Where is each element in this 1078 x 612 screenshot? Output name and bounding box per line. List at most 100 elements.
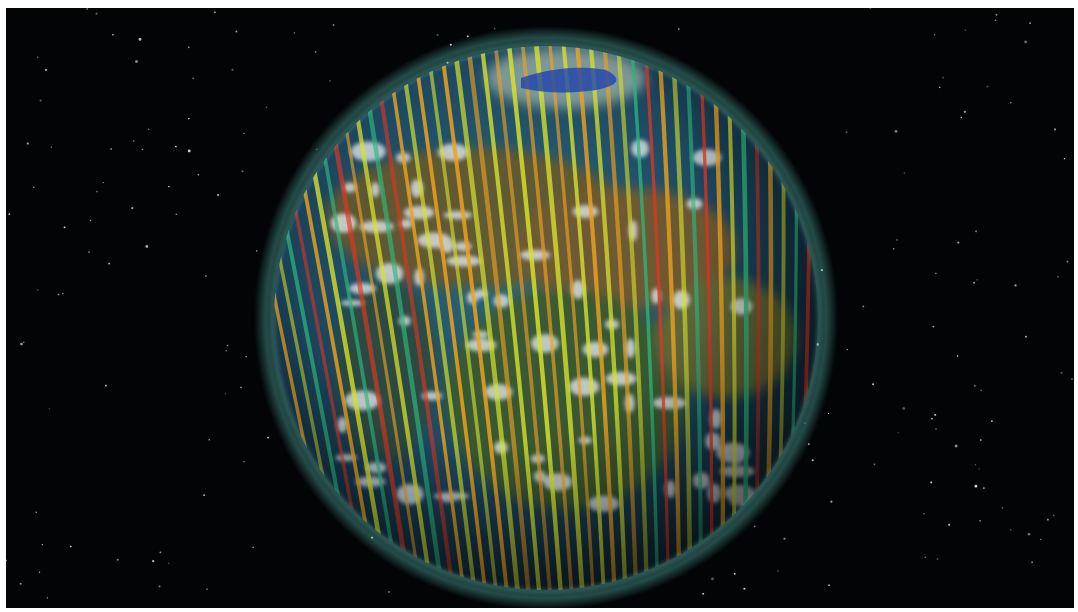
star bbox=[168, 185, 170, 188]
star bbox=[44, 68, 48, 71]
star bbox=[733, 572, 736, 575]
star bbox=[175, 145, 177, 148]
star bbox=[982, 487, 985, 490]
star bbox=[924, 556, 926, 558]
star bbox=[1001, 506, 1004, 509]
star bbox=[168, 562, 170, 564]
star bbox=[753, 525, 756, 528]
star bbox=[994, 19, 997, 22]
star bbox=[39, 99, 42, 102]
star bbox=[846, 348, 848, 351]
star bbox=[903, 172, 906, 174]
star bbox=[265, 106, 268, 109]
star bbox=[88, 251, 90, 253]
star bbox=[208, 439, 210, 441]
star bbox=[22, 341, 25, 344]
star bbox=[241, 170, 244, 173]
globe-rim bbox=[271, 43, 821, 593]
globe-scene bbox=[6, 8, 1073, 608]
star bbox=[1010, 101, 1012, 104]
star bbox=[48, 408, 51, 410]
star bbox=[827, 412, 830, 415]
star bbox=[6, 559, 7, 562]
star bbox=[873, 463, 876, 466]
star bbox=[252, 546, 254, 549]
star bbox=[702, 592, 705, 595]
star bbox=[138, 37, 142, 41]
star bbox=[902, 407, 906, 410]
star bbox=[1024, 40, 1028, 44]
star bbox=[255, 250, 258, 252]
star bbox=[267, 436, 270, 439]
star bbox=[979, 520, 981, 522]
star bbox=[86, 8, 88, 10]
star bbox=[245, 355, 247, 358]
star bbox=[116, 558, 119, 561]
star bbox=[930, 481, 933, 484]
star bbox=[1052, 514, 1055, 517]
star bbox=[197, 173, 200, 176]
star bbox=[8, 213, 11, 216]
star bbox=[110, 148, 112, 150]
earth-globe bbox=[274, 46, 818, 590]
star bbox=[1027, 532, 1031, 536]
star bbox=[1031, 561, 1033, 564]
star bbox=[26, 142, 29, 145]
star bbox=[145, 245, 149, 248]
star bbox=[57, 293, 60, 296]
star bbox=[243, 132, 245, 135]
star bbox=[963, 110, 966, 113]
star bbox=[50, 146, 53, 148]
star bbox=[35, 511, 37, 514]
star bbox=[159, 551, 162, 554]
star bbox=[63, 226, 66, 229]
star bbox=[1040, 538, 1042, 541]
star bbox=[243, 461, 245, 463]
star bbox=[41, 543, 44, 546]
star bbox=[980, 389, 982, 391]
image-frame bbox=[6, 8, 1074, 608]
star bbox=[192, 77, 194, 79]
star bbox=[975, 230, 978, 233]
star bbox=[830, 500, 833, 503]
star bbox=[96, 190, 98, 193]
star bbox=[938, 86, 941, 89]
star bbox=[1057, 275, 1059, 278]
star bbox=[986, 85, 989, 88]
star bbox=[226, 344, 229, 347]
star bbox=[240, 386, 242, 389]
star bbox=[108, 262, 111, 265]
star bbox=[1066, 260, 1069, 263]
star bbox=[678, 28, 680, 30]
star bbox=[387, 590, 390, 593]
star bbox=[1053, 128, 1057, 131]
star bbox=[828, 584, 830, 587]
star bbox=[187, 46, 190, 49]
star bbox=[38, 571, 41, 573]
star bbox=[494, 28, 496, 30]
star bbox=[845, 131, 848, 134]
star bbox=[948, 523, 951, 526]
star bbox=[872, 383, 875, 386]
star bbox=[20, 342, 23, 346]
star bbox=[205, 588, 208, 591]
star bbox=[869, 8, 872, 9]
star bbox=[1029, 22, 1031, 24]
star bbox=[235, 30, 238, 33]
star bbox=[979, 439, 982, 441]
star bbox=[1046, 518, 1049, 521]
star bbox=[141, 148, 144, 151]
star bbox=[743, 587, 746, 590]
star bbox=[862, 305, 865, 308]
star bbox=[991, 420, 993, 422]
star bbox=[19, 582, 22, 585]
star bbox=[187, 149, 191, 153]
star bbox=[711, 577, 714, 581]
star bbox=[930, 417, 933, 420]
star bbox=[224, 393, 227, 395]
star bbox=[46, 597, 49, 599]
star bbox=[935, 272, 937, 275]
star bbox=[934, 413, 937, 416]
star bbox=[1063, 158, 1066, 160]
star bbox=[1014, 284, 1017, 287]
